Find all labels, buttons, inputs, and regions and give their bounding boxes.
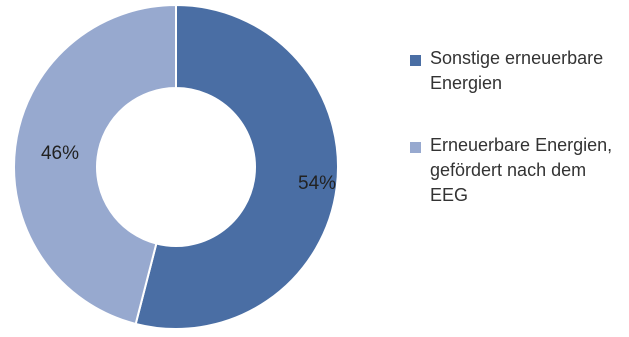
- legend-swatch-sonstige: [410, 55, 421, 66]
- legend-item-eeg: Erneuerbare Energien, gefördert nach dem…: [410, 133, 625, 208]
- legend-label-sonstige: Sonstige erneuerbare Energien: [430, 48, 604, 93]
- donut-slices: [13, 3, 339, 330]
- legend-label-eeg: Erneuerbare Energien, gefördert nach dem…: [430, 135, 613, 205]
- donut-slice-0: [134, 3, 339, 330]
- chart-legend: Sonstige erneuerbare Energien Erneuerbar…: [410, 46, 625, 245]
- donut-slice-labels: 54% 46%: [41, 143, 336, 194]
- slice-label-1: 46%: [41, 143, 79, 164]
- donut-slice-1: [13, 3, 177, 326]
- legend-item-sonstige: Sonstige erneuerbare Energien: [410, 46, 625, 96]
- slice-label-0: 54%: [298, 173, 336, 194]
- legend-swatch-eeg: [410, 142, 421, 153]
